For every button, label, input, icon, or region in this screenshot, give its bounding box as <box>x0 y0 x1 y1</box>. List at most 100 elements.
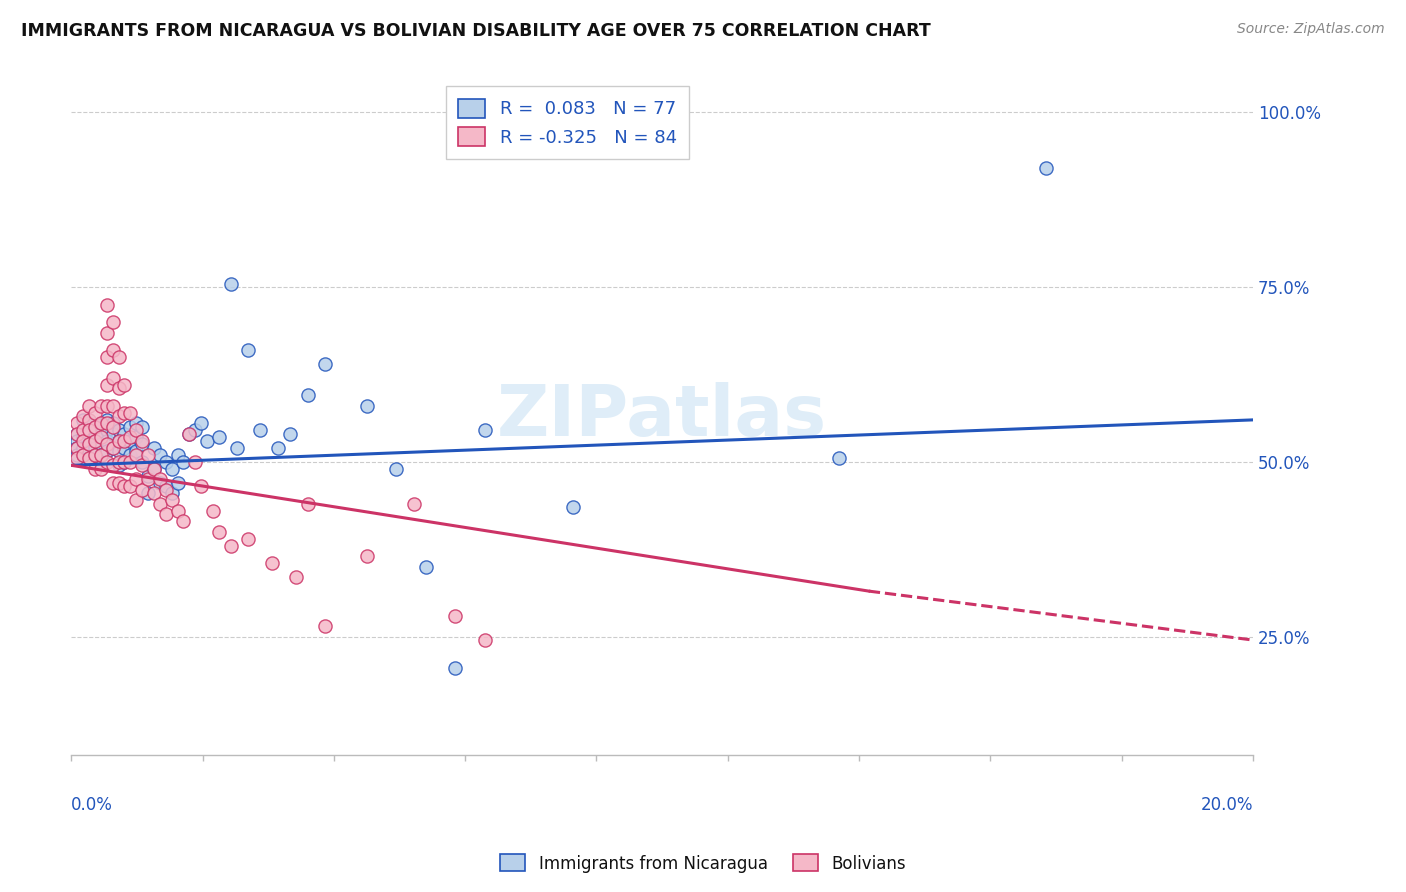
Text: IMMIGRANTS FROM NICARAGUA VS BOLIVIAN DISABILITY AGE OVER 75 CORRELATION CHART: IMMIGRANTS FROM NICARAGUA VS BOLIVIAN DI… <box>21 22 931 40</box>
Point <box>136 468 159 483</box>
Point <box>90 448 112 462</box>
Point <box>131 455 153 469</box>
Point <box>160 486 183 500</box>
Point <box>202 504 225 518</box>
Point <box>125 423 148 437</box>
Point <box>72 448 94 462</box>
Point <box>314 357 336 371</box>
Point <box>208 430 231 444</box>
Point <box>72 423 94 437</box>
Text: Source: ZipAtlas.com: Source: ZipAtlas.com <box>1237 22 1385 37</box>
Point <box>160 462 183 476</box>
Point <box>136 472 159 486</box>
Point <box>166 504 188 518</box>
Point <box>219 277 242 291</box>
Point <box>72 448 94 462</box>
Point <box>83 434 105 448</box>
Point <box>96 378 118 392</box>
Point <box>66 441 89 455</box>
Point <box>297 497 319 511</box>
Point <box>112 434 135 448</box>
Point <box>125 448 148 462</box>
Point <box>131 458 153 473</box>
Point <box>249 423 271 437</box>
Point <box>90 399 112 413</box>
Point <box>179 426 201 441</box>
Point <box>120 406 142 420</box>
Point <box>262 556 284 570</box>
Point <box>77 451 100 466</box>
Point <box>120 420 142 434</box>
Point <box>96 417 118 431</box>
Point <box>190 479 212 493</box>
Point <box>90 437 112 451</box>
Point <box>77 399 100 413</box>
Point <box>125 430 148 444</box>
Legend: Immigrants from Nicaragua, Bolivians: Immigrants from Nicaragua, Bolivians <box>494 847 912 880</box>
Point <box>72 430 94 444</box>
Point <box>107 455 129 469</box>
Point <box>474 423 496 437</box>
Point <box>90 430 112 444</box>
Point <box>96 326 118 340</box>
Point <box>83 462 105 476</box>
Point <box>297 388 319 402</box>
Point <box>225 441 247 455</box>
Point <box>101 420 124 434</box>
Point <box>77 437 100 451</box>
Point <box>125 417 148 431</box>
Point <box>66 426 89 441</box>
Point <box>112 441 135 455</box>
Point <box>142 462 165 476</box>
Point <box>195 434 218 448</box>
Point <box>83 448 105 462</box>
Point <box>136 486 159 500</box>
Point <box>107 434 129 448</box>
Point <box>562 500 585 515</box>
Point <box>72 413 94 427</box>
Point <box>107 458 129 473</box>
Point <box>267 441 290 455</box>
Point <box>83 406 105 420</box>
Point <box>107 381 129 395</box>
Point <box>77 417 100 431</box>
Point <box>120 455 142 469</box>
Point <box>155 479 177 493</box>
Point <box>66 434 89 448</box>
Point <box>66 426 89 441</box>
Text: 0.0%: 0.0% <box>72 796 112 814</box>
Point <box>149 475 172 490</box>
Point <box>107 423 129 437</box>
Point <box>90 448 112 462</box>
Point <box>101 417 124 431</box>
Point <box>101 458 124 473</box>
Point <box>90 417 112 431</box>
Point <box>96 455 118 469</box>
Point <box>66 441 89 455</box>
Point <box>83 430 105 444</box>
Point <box>166 475 188 490</box>
Point <box>131 420 153 434</box>
Point <box>136 448 159 462</box>
Point <box>77 423 100 437</box>
Point <box>173 455 195 469</box>
Point <box>284 570 307 584</box>
Point <box>155 507 177 521</box>
Point <box>314 619 336 633</box>
Point <box>474 633 496 648</box>
Point <box>125 444 148 458</box>
Point <box>90 462 112 476</box>
Point <box>77 451 100 466</box>
Point <box>77 437 100 451</box>
Point <box>96 297 118 311</box>
Point <box>96 413 118 427</box>
Point <box>101 343 124 357</box>
Point <box>131 437 153 451</box>
Point <box>238 343 260 357</box>
Point <box>77 426 100 441</box>
Point <box>72 441 94 455</box>
Point <box>208 524 231 539</box>
Point <box>131 483 153 497</box>
Point <box>107 475 129 490</box>
Point <box>112 479 135 493</box>
